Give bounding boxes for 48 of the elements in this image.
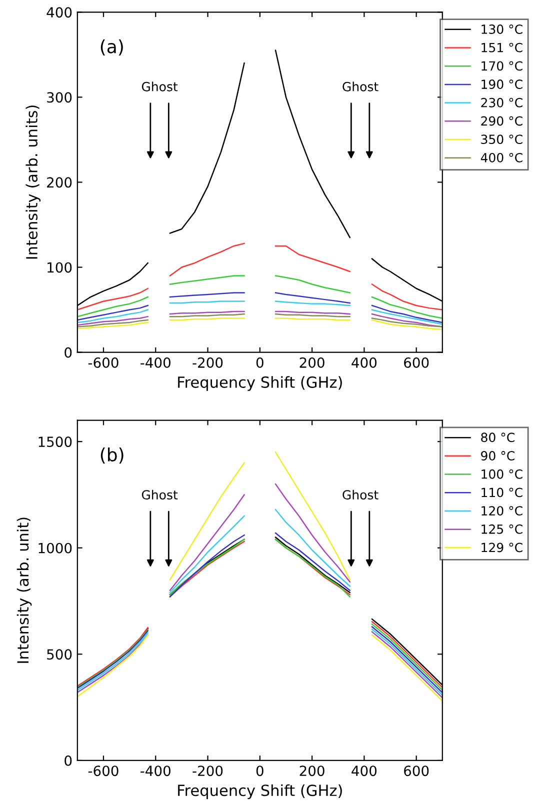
legend-label: 130 °C: [482, 24, 522, 34]
legend-label: 170 °C: [482, 61, 522, 71]
annotation: Ghost: [342, 82, 378, 92]
x-tick-label: 600: [404, 766, 429, 776]
y-tick-label: 100: [48, 262, 72, 273]
x-tick-label: -200: [192, 766, 223, 776]
y-axis-title: Intensity (arb. unit): [16, 518, 32, 663]
y-tick-label: 300: [47, 92, 72, 103]
legend-label: 80 °C: [481, 432, 514, 442]
y-tick-label: 400: [46, 7, 72, 18]
annotation: Ghost: [142, 490, 178, 500]
x-tick-label: 0: [256, 766, 264, 776]
x-tick-label: -400: [140, 357, 170, 368]
annotation: (a): [100, 39, 123, 56]
x-tick-label: 200: [300, 766, 324, 776]
annotation: Ghost: [342, 490, 378, 500]
legend-label: 290 °C: [481, 116, 522, 126]
x-axis-title: Frequency Shift (GHz): [178, 376, 342, 391]
legend-label: 230 °C: [481, 98, 522, 108]
x-tick-label: 400: [352, 766, 377, 776]
y-tick-label: 1500: [38, 436, 72, 448]
y-tick-label: 200: [47, 177, 72, 188]
legend-label: 100 °C: [482, 469, 522, 479]
x-tick-label: -600: [88, 357, 118, 368]
x-tick-label: -600: [88, 766, 118, 776]
legend-label: 151 °C: [482, 42, 522, 52]
annotation: Ghost: [142, 82, 178, 92]
legend-label: 400 °C: [480, 152, 522, 162]
legend-label: 110 °C: [482, 488, 522, 498]
legend-label: 90 °C: [481, 451, 514, 460]
legend-label: 350 °C: [481, 134, 522, 144]
y-tick-label: 0: [64, 347, 72, 358]
legend-label: 129 °C: [482, 542, 522, 552]
y-axis-title: Intensity (arb. units): [26, 106, 40, 259]
x-tick-label: -400: [140, 766, 170, 776]
x-tick-label: 400: [352, 357, 377, 368]
x-axis-title: Frequency Shift (GHz): [178, 784, 342, 800]
y-tick-label: 1000: [38, 542, 72, 554]
x-tick-label: 200: [300, 357, 324, 368]
legend-label: 125 °C: [482, 524, 522, 534]
x-tick-label: 600: [404, 357, 429, 368]
legend-label: 190 °C: [482, 80, 522, 90]
y-tick-label: 500: [47, 649, 72, 660]
x-tick-label: -200: [192, 357, 223, 368]
y-tick-label: 0: [64, 755, 72, 766]
annotation: (b): [100, 448, 124, 464]
x-tick-label: 0: [256, 357, 264, 368]
legend-label: 120 °C: [482, 506, 522, 516]
